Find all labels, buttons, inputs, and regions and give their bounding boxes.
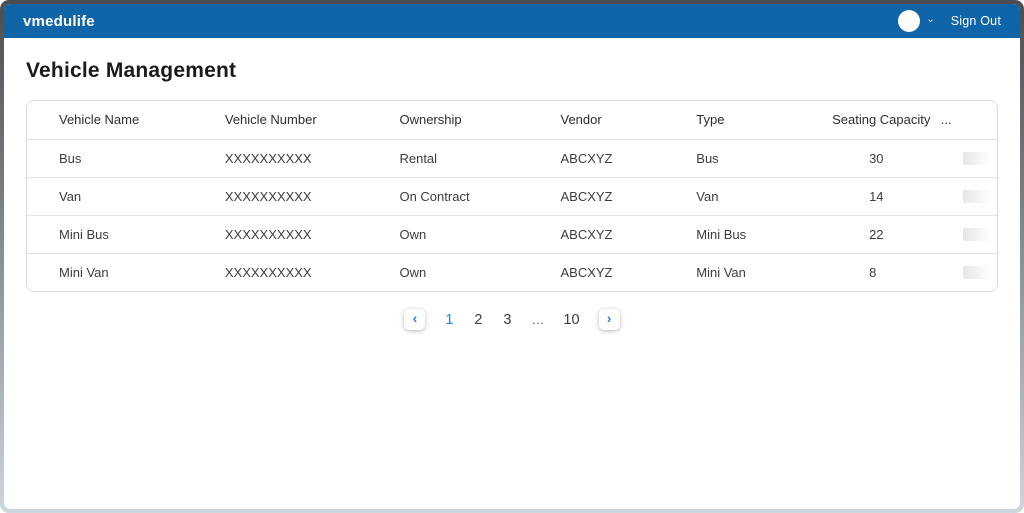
- column-header-type: Type: [696, 101, 833, 140]
- page-content: Vehicle Management Vehicle Name Vehicle N…: [4, 38, 1020, 509]
- cell-vehicle_name: Mini Van: [27, 253, 225, 291]
- row-actions-redacted[interactable]: [962, 265, 989, 279]
- cell-actions: [940, 215, 997, 254]
- vehicle-table-card: Vehicle Name Vehicle Number Ownership Vendo…: [26, 100, 998, 292]
- cell-seating_capacity: 8: [832, 253, 941, 291]
- column-header-seating_capacity: Seating Capacity: [832, 101, 941, 140]
- page-ellipsis: …: [531, 312, 545, 327]
- cell-ownership: On Contract: [399, 177, 561, 216]
- previous-page-button[interactable]: ‹: [404, 309, 426, 330]
- cell-vehicle_name: Van: [27, 177, 225, 216]
- cell-ownership: Own: [399, 215, 561, 254]
- column-header-vendor: Vendor: [560, 101, 697, 140]
- pagination: ‹ 1 2 3 … 10 ›: [26, 309, 998, 330]
- cell-type: Van: [696, 177, 833, 216]
- table-row: Van XXXXXXXXXX On Contract ABCXYZ Van 14: [27, 177, 997, 216]
- topbar-right-group: ⌄ Sign Out: [898, 10, 1001, 32]
- table-body: Bus XXXXXXXXXX Rental ABCXYZ Bus 30 Van XXXXXXX…: [27, 139, 997, 291]
- brand-logo[interactable]: vmedulife: [23, 12, 95, 30]
- row-actions-redacted[interactable]: [962, 151, 989, 165]
- top-navigation-bar: vmedulife ⌄ Sign Out: [4, 4, 1020, 38]
- cell-ownership: Rental: [399, 139, 561, 178]
- cell-ownership: Own: [399, 253, 561, 291]
- cell-type: Mini Bus: [696, 215, 833, 254]
- column-header-ownership: Ownership: [399, 101, 561, 140]
- cell-vehicle_number: XXXXXXXXXX: [224, 139, 400, 178]
- page-button-10[interactable]: 10: [563, 311, 580, 328]
- page-button-3[interactable]: 3: [503, 311, 512, 328]
- cell-vehicle_number: XXXXXXXXXX: [224, 253, 400, 291]
- cell-seating_capacity: 22: [832, 215, 941, 254]
- cell-actions: [940, 177, 997, 216]
- column-header-vehicle_name: Vehicle Name: [27, 101, 225, 140]
- table-row: Mini Bus XXXXXXXXXX Own ABCXYZ Mini Bus 22: [27, 215, 997, 254]
- vehicle-table: Vehicle Name Vehicle Number Ownership Vendo…: [27, 101, 997, 291]
- cell-vendor: ABCXYZ: [560, 215, 697, 254]
- cell-actions: [940, 253, 997, 291]
- cell-vehicle_number: XXXXXXXXXX: [224, 215, 400, 254]
- cell-vehicle_name: Mini Bus: [27, 215, 225, 254]
- page-title: Vehicle Management: [26, 59, 237, 82]
- cell-vehicle_name: Bus: [27, 139, 225, 178]
- cell-vehicle_number: XXXXXXXXXX: [224, 177, 400, 216]
- cell-vendor: ABCXYZ: [560, 139, 697, 178]
- next-page-button[interactable]: ›: [598, 309, 620, 330]
- user-avatar[interactable]: [898, 10, 921, 32]
- cell-vendor: ABCXYZ: [560, 253, 697, 291]
- cell-actions: [940, 139, 997, 178]
- cell-seating_capacity: 30: [832, 139, 941, 178]
- sign-out-button[interactable]: Sign Out: [950, 14, 1001, 28]
- table-row: Mini Van XXXXXXXXXX Own ABCXYZ Mini Van 8: [27, 253, 997, 291]
- cell-seating_capacity: 14: [832, 177, 941, 216]
- row-actions-redacted[interactable]: [962, 189, 989, 203]
- cell-type: Bus: [696, 139, 833, 178]
- app-window: vmedulife ⌄ Sign Out Vehicle Management …: [4, 4, 1020, 509]
- page-button-1[interactable]: 1: [445, 311, 454, 328]
- row-actions-redacted[interactable]: [962, 227, 989, 241]
- cell-vendor: ABCXYZ: [560, 177, 697, 216]
- table-row: Bus XXXXXXXXXX Rental ABCXYZ Bus 30: [27, 139, 997, 178]
- page-button-2[interactable]: 2: [474, 311, 483, 328]
- cell-type: Mini Van: [696, 253, 833, 291]
- page-list: 1 2 3 … 10: [444, 312, 579, 328]
- chevron-down-icon[interactable]: ⌄: [926, 14, 935, 25]
- column-header-actions: ...: [940, 101, 997, 140]
- column-header-vehicle_number: Vehicle Number: [224, 101, 400, 140]
- table-header-row: Vehicle Name Vehicle Number Ownership Vendo…: [27, 101, 997, 140]
